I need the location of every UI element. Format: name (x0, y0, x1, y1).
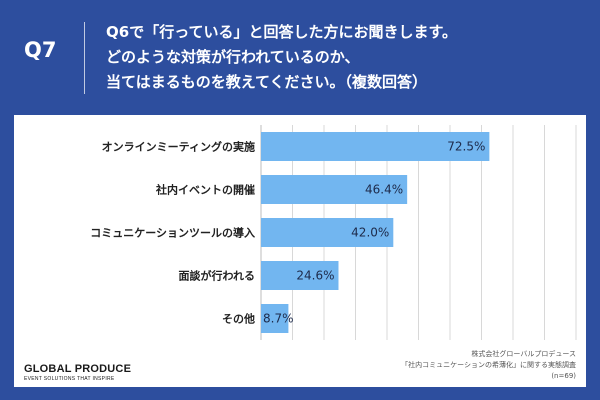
header: Q7 Q6で「行っている」と回答した方にお聞きします。 どのような対策が行われて… (0, 0, 600, 112)
source-note: 株式会社グローバルプロデュース 「社内コミュニケーションの希薄化」に関する実態調… (401, 349, 576, 382)
question-number: Q7 (24, 38, 57, 62)
value-label: 8.7% (263, 312, 294, 326)
bar (261, 304, 289, 333)
bar (261, 175, 408, 204)
logo-main-text: GLOBAL PRODUCE (24, 363, 132, 375)
question-line: Q6で「行っている」と回答した方にお聞きします。 (106, 23, 457, 41)
value-label: 24.6% (296, 269, 334, 283)
logo-tagline: EVENT SOLUTIONS THAT INSPIRE (24, 376, 115, 382)
category-label: 社内イベントの開催 (155, 183, 255, 197)
value-label: 72.5% (447, 140, 485, 154)
category-label: 面談が行われる (179, 269, 255, 283)
value-label: 42.0% (351, 226, 389, 240)
value-label: 46.4% (365, 183, 403, 197)
question-line: 当てはまるものを教えてください。（複数回答） (106, 73, 428, 91)
question-line: どのような対策が行われているのか、 (106, 48, 360, 66)
bar-chart: オンラインミーティングの実施 72.5% 社内イベントの開催 46.4% コミュニケーシ… (90, 125, 577, 340)
source-line: (n=69) (551, 372, 576, 380)
global-produce-logo: GLOBAL PRODUCE EVENT SOLUTIONS THAT INSP… (24, 363, 131, 382)
category-label: その他 (222, 312, 255, 326)
category-label: オンラインミーティングの実施 (102, 140, 255, 154)
bar (261, 261, 339, 290)
source-line: 株式会社グローバルプロデュース (471, 350, 576, 358)
category-label: コミュニケーションツールの導入 (90, 226, 255, 240)
source-line: 「社内コミュニケーションの希薄化」に関する実態調査 (401, 361, 576, 369)
bar (261, 218, 394, 247)
question-text: Q6で「行っている」と回答した方にお聞きします。 どのような対策が行われているの… (106, 20, 586, 95)
bar (261, 132, 490, 161)
header-divider (84, 22, 85, 94)
chart-panel: オンラインミーティングの実施 72.5% 社内イベントの開催 46.4% コミュニケーシ… (14, 115, 586, 387)
